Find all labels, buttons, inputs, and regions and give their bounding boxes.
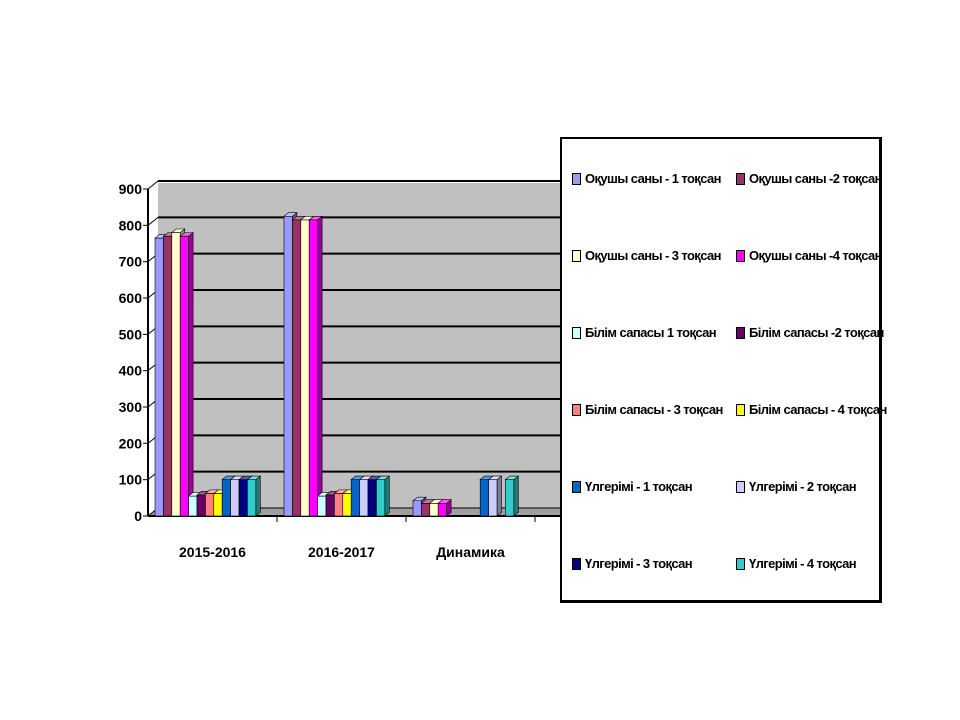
legend-label: Оқушы саны - 1 тоқсан bbox=[585, 171, 721, 186]
bar bbox=[179, 232, 194, 517]
legend-swatch bbox=[736, 480, 745, 493]
bar bbox=[487, 475, 503, 517]
legend-label: Білім сапасы - 4 тоқсан bbox=[749, 402, 887, 417]
bar bbox=[504, 475, 520, 517]
legend-item: Білім сапасы -2 тоқсан bbox=[736, 325, 884, 340]
legend-swatch bbox=[572, 480, 581, 493]
legend-item: Үлгерімі - 4 тоқсан bbox=[736, 556, 857, 571]
legend-item: Үлгерімі - 2 тоқсан bbox=[736, 479, 857, 494]
legend-item: Үлгерімі - 1 тоқсан bbox=[572, 479, 693, 494]
legend-label: Оқушы саны - 3 тоқсан bbox=[585, 248, 721, 263]
legend-label: Үлгерімі - 1 тоқсан bbox=[585, 479, 693, 494]
legend-label: Үлгерімі - 2 тоқсан bbox=[749, 479, 857, 494]
y-tick-labels: 0 100 200 300 400 500 600 700 800 900 bbox=[119, 181, 148, 524]
gridline-side bbox=[147, 216, 159, 226]
legend-label: Оқушы саны -2 тоқсан bbox=[749, 171, 882, 186]
legend-swatch bbox=[572, 172, 581, 185]
legend-label: Білім сапасы - 3 тоқсан bbox=[585, 402, 723, 417]
legend-swatch bbox=[572, 326, 581, 339]
legend-label: Білім сапасы 1 тоқсан bbox=[585, 325, 717, 340]
y-tick-label: 200 bbox=[119, 435, 143, 451]
legend-item: Оқушы саны -4 тоқсан bbox=[736, 248, 882, 263]
y-tick-label: 800 bbox=[119, 217, 143, 233]
gridline-side bbox=[147, 180, 159, 190]
y-tick-label: 600 bbox=[119, 290, 143, 306]
y-tick-label: 400 bbox=[119, 363, 143, 379]
legend-label: Оқушы саны -4 тоқсан bbox=[749, 248, 882, 263]
legend-item: Білім сапасы - 3 тоқсан bbox=[572, 402, 723, 417]
x-tick-label: 2015-2016 bbox=[179, 544, 246, 560]
bars bbox=[154, 212, 520, 517]
legend-item: Оқушы саны - 3 тоқсан bbox=[572, 248, 721, 263]
y-tick-label: 500 bbox=[119, 326, 143, 342]
legend-item: Үлгерімі - 3 тоқсан bbox=[572, 556, 693, 571]
y-tick-label: 700 bbox=[119, 254, 143, 270]
legend-swatch bbox=[572, 403, 581, 416]
legend-swatch bbox=[736, 249, 745, 262]
legend-swatch bbox=[736, 172, 745, 185]
bar bbox=[308, 215, 323, 517]
legend-swatch bbox=[736, 403, 745, 416]
y-tick-label: 900 bbox=[119, 181, 143, 197]
x-tick-label: Динамика bbox=[436, 544, 505, 560]
bar bbox=[437, 499, 452, 517]
y-tick-label: 0 bbox=[134, 508, 142, 524]
plot-back-wall bbox=[148, 183, 666, 516]
legend-swatch bbox=[736, 326, 745, 339]
bar bbox=[375, 475, 391, 517]
legend: Оқушы саны - 1 тоқсан Оқушы саны -2 тоқса… bbox=[560, 137, 887, 603]
legend-item: Білім сапасы - 4 тоқсан bbox=[736, 402, 887, 417]
y-tick-label: 300 bbox=[119, 399, 143, 415]
legend-swatch bbox=[572, 249, 581, 262]
legend-label: Үлгерімі - 3 тоқсан bbox=[585, 556, 693, 571]
legend-item: Оқушы саны - 1 тоқсан bbox=[572, 171, 721, 186]
legend-swatch bbox=[736, 557, 745, 570]
legend-item: Білім сапасы 1 тоқсан bbox=[572, 325, 717, 340]
legend-label: Білім сапасы -2 тоқсан bbox=[749, 325, 884, 340]
legend-swatch bbox=[572, 557, 581, 570]
bar bbox=[246, 475, 262, 517]
legend-item: Оқушы саны -2 тоқсан bbox=[736, 171, 882, 186]
legend-label: Үлгерімі - 4 тоқсан bbox=[749, 556, 857, 571]
x-tick-labels: 2015-2016 2016-2017 Динамика bbox=[179, 516, 536, 560]
y-tick-label: 100 bbox=[119, 472, 143, 488]
x-tick-label: 2016-2017 bbox=[308, 544, 375, 560]
